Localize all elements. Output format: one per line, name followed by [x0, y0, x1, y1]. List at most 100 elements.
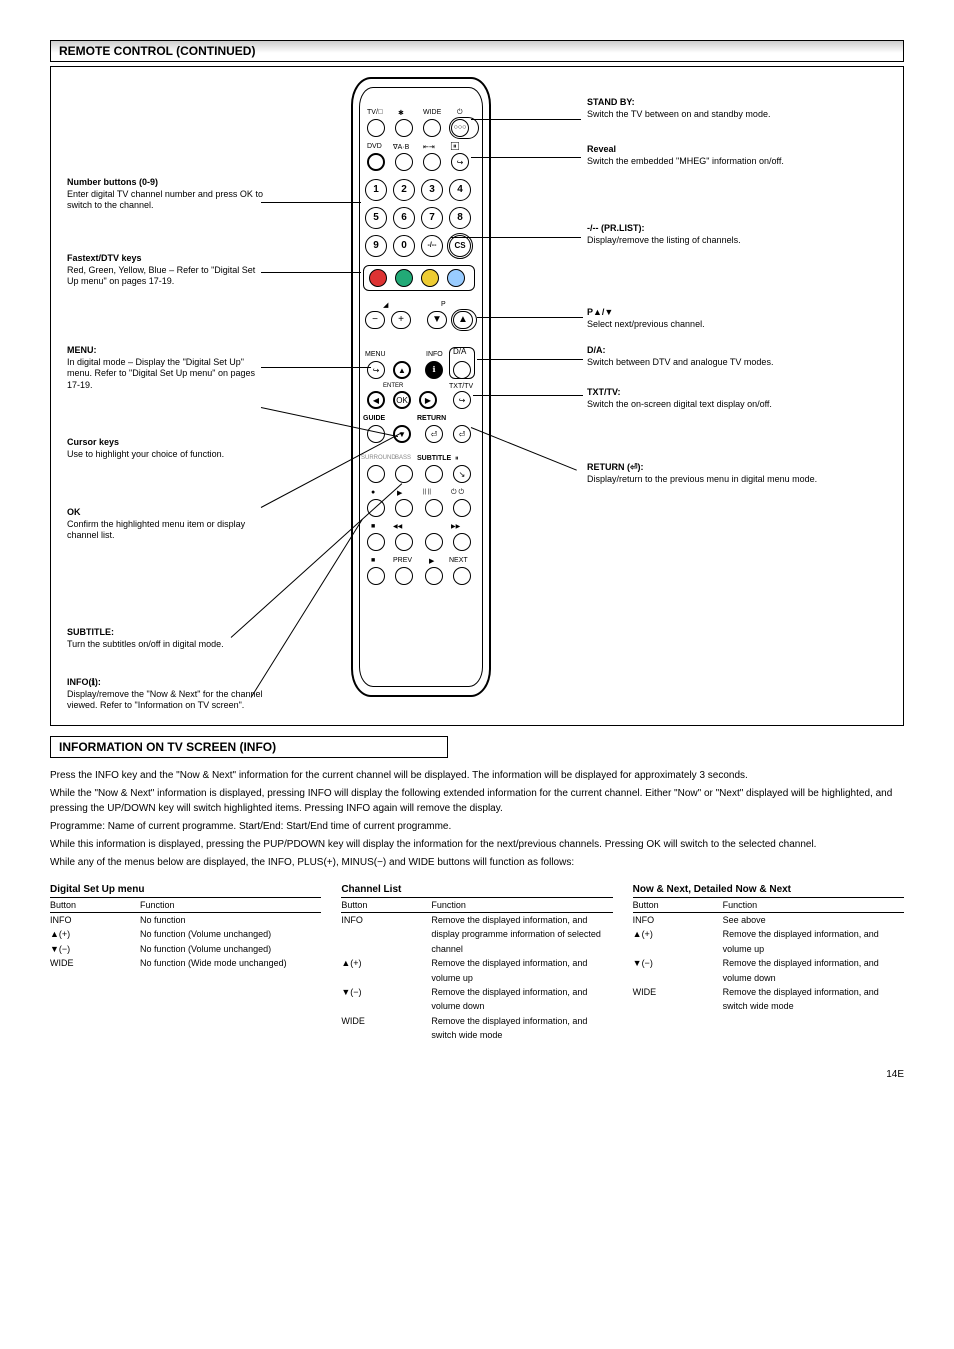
- c1r2b: ▼(−): [50, 942, 140, 956]
- rec-lbl: ●: [371, 489, 375, 496]
- pause2-lbl: || ||: [423, 489, 431, 495]
- section-title: REMOTE CONTROL (CONTINUED): [59, 44, 255, 58]
- line-numbers: [261, 202, 361, 203]
- col1: Digital Set Up menu Button Function INFO…: [50, 884, 321, 1043]
- stop-lbl: ■: [371, 523, 375, 530]
- c2r1b: ▲(+): [341, 956, 431, 985]
- line-da: [477, 359, 583, 360]
- txttv-lbl: TXT/TV: [449, 383, 473, 390]
- c2r2b: ▼(−): [341, 985, 431, 1014]
- btn-green: [395, 269, 413, 287]
- col1-table: INFONo function ▲(+)No function (Volume …: [50, 913, 321, 971]
- btn-cs: CS: [449, 235, 471, 257]
- callout-menu: MENU: In digital mode – Display the "Dig…: [67, 345, 267, 392]
- c1r3f: No function (Wide mode unchanged): [140, 956, 321, 970]
- line-fastext: [261, 272, 361, 273]
- subtitle-lbl: SUBTITLE: [417, 455, 451, 462]
- fastext-body: Red, Green, Yellow, Blue – Refer to "Dig…: [67, 265, 267, 288]
- label-skip: ⇤⇥: [423, 143, 435, 151]
- btn-play2: [425, 533, 443, 551]
- btn-6: 6: [393, 207, 415, 229]
- btn-wide: [423, 119, 441, 137]
- callout-pup: P▲/▼ Select next/previous channel.: [587, 307, 877, 330]
- reveal-body: Switch the embedded "MHEG" information o…: [587, 156, 877, 168]
- da-title: D/A:: [587, 345, 877, 357]
- cursor-title: Cursor keys: [67, 437, 267, 449]
- callout-numbers: Number buttons (0-9) Enter digital TV ch…: [67, 177, 267, 212]
- col2: Channel List Button Function INFORemove …: [341, 884, 612, 1043]
- enter-lbl: ENTER: [383, 383, 403, 389]
- page: REMOTE CONTROL (CONTINUED) TV/⃞ ✱ WIDE ⏻…: [0, 0, 954, 1130]
- btn-subtitle: [425, 465, 443, 483]
- c3r0f: See above: [723, 913, 904, 927]
- btn-ret2: ⏎: [453, 425, 471, 443]
- btn-ff: [453, 533, 471, 551]
- standby-body: Switch the TV between on and standby mod…: [587, 109, 877, 121]
- cursor-body: Use to highlight your choice of function…: [67, 449, 267, 461]
- ff-lbl: ▶▶: [451, 523, 460, 530]
- plusminus-title: -/-- (PR.LIST):: [587, 223, 877, 235]
- btn-yellow: [421, 269, 439, 287]
- line-info: [251, 519, 363, 698]
- numbers-title: Number buttons (0-9): [67, 177, 267, 189]
- power2-lbl: ⏻ ⏻: [451, 489, 464, 497]
- da-lbl: D/A: [453, 347, 466, 356]
- line-plusminus: [451, 237, 581, 238]
- pup-title: P▲/▼: [587, 307, 877, 319]
- c2r0f: Remove the displayed information, and di…: [431, 913, 612, 956]
- c3r1f: Remove the displayed information, and vo…: [723, 927, 904, 956]
- col3-table: INFOSee above ▲(+)Remove the displayed i…: [633, 913, 904, 1014]
- c3r3b: WIDE: [633, 985, 723, 1014]
- menu-body: In digital mode – Display the "Digital S…: [67, 357, 267, 392]
- info-p4: While this information is displayed, pre…: [50, 837, 904, 852]
- btn-power2: [453, 499, 471, 517]
- plusminus-body: Display/remove the listing of channels.: [587, 235, 877, 247]
- return-lbl: RETURN: [417, 415, 446, 422]
- page-number: 14E: [50, 1069, 904, 1080]
- col1-title: Digital Set Up menu: [50, 884, 144, 895]
- callout-standby: STAND BY: Switch the TV between on and s…: [587, 97, 877, 120]
- label-power: ⏻: [457, 109, 463, 117]
- callout-info: INFO(ℹ): Display/remove the "Now & Next"…: [67, 677, 267, 712]
- btn-surround: [367, 465, 385, 483]
- btn-power: ○○○: [451, 119, 469, 137]
- label-star: ✱: [398, 109, 404, 117]
- txttv-title: TXT/TV:: [587, 387, 877, 399]
- col2-table: INFORemove the displayed information, an…: [341, 913, 612, 1043]
- return-body: Display/return to the previous menu in d…: [587, 474, 877, 486]
- btn-2: 2: [393, 179, 415, 201]
- play3-lbl: ▶: [429, 557, 434, 565]
- col1-head: Digital Set Up menu: [50, 884, 321, 898]
- bass-lbl: BASS: [395, 455, 411, 461]
- line-pup: [477, 317, 583, 318]
- btn-7: 7: [421, 207, 443, 229]
- info-section-title: INFORMATION ON TV SCREEN (INFO): [50, 736, 448, 758]
- col3-fn-h: Function: [723, 900, 758, 910]
- info-p2: While the "Now & Next" information is di…: [50, 786, 904, 816]
- callout-da: D/A: Switch between DTV and analogue TV …: [587, 345, 877, 368]
- callout-reveal: Reveal Switch the embedded "MHEG" inform…: [587, 144, 877, 167]
- info-p5: While any of the menus below are display…: [50, 855, 904, 870]
- info-paragraphs: Press the INFO key and the "Now & Next" …: [50, 768, 904, 870]
- c1r0b: INFO: [50, 913, 140, 927]
- c2r3b: WIDE: [341, 1014, 431, 1043]
- ok-body: Confirm the highlighted menu item or dis…: [67, 519, 267, 542]
- btn-rw: [395, 533, 413, 551]
- col3-title: Now & Next, Detailed Now & Next: [633, 884, 791, 895]
- remote-diagram-box: TV/⃞ ✱ WIDE ⏻ ○○○ DVD ∇A·B ⇤⇥ ⏸⃞ ↪ 1: [50, 66, 904, 726]
- c2r0b: INFO: [341, 913, 431, 956]
- btn-ok: OK: [393, 391, 411, 409]
- c3r3f: Remove the displayed information, and sw…: [723, 985, 904, 1014]
- label-wide: WIDE: [423, 109, 441, 116]
- txttv-body: Switch the on-screen digital text displa…: [587, 399, 877, 411]
- stop2-lbl: ■: [371, 557, 375, 564]
- btn-menu: ↪: [367, 361, 385, 379]
- pause-icon-lbl: ⏸: [455, 455, 459, 463]
- btn-star: [395, 119, 413, 137]
- btn-right: ▶: [419, 391, 437, 409]
- info-p1: Press the INFO key and the "Now & Next" …: [50, 768, 904, 783]
- line-reveal: [471, 157, 581, 158]
- btn-stop2: [367, 567, 385, 585]
- pup-body: Select next/previous channel.: [587, 319, 877, 331]
- btn-up: ▲: [393, 361, 411, 379]
